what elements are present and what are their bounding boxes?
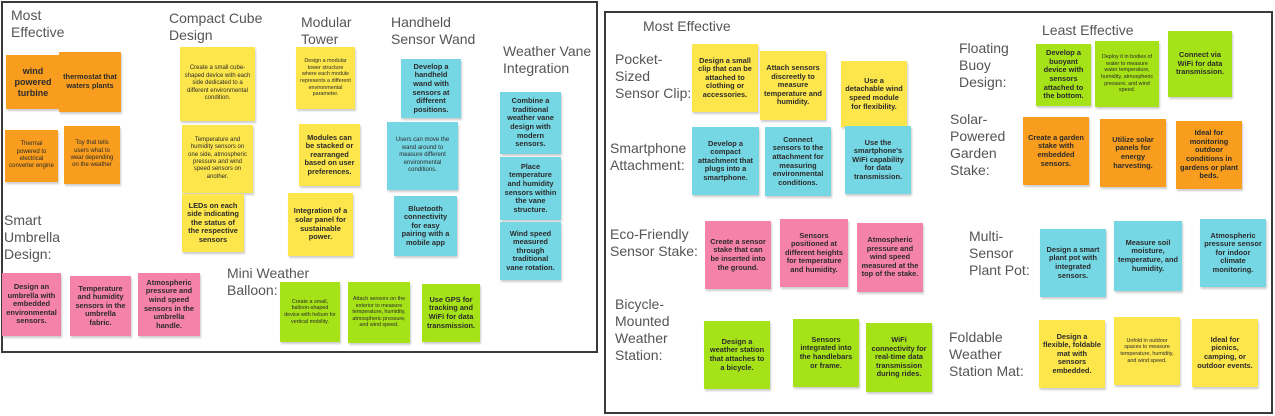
sticky-note-balloon-gps[interactable]: Use GPS for tracking and WiFi for data t… <box>422 284 480 342</box>
label-floating-buoy-design: Floating Buoy Design: <box>959 40 1009 90</box>
label-weather-vane-integration: Weather Vane Integration <box>503 43 592 76</box>
label-handheld-sensor-wand: Handheld Sensor Wand <box>391 14 476 47</box>
sticky-note-tower-solar[interactable]: Integration of a solar panel for sustain… <box>288 193 353 256</box>
sticky-note-pot-atmos[interactable]: Atmospheric pressure sensor for indoor c… <box>1200 219 1266 287</box>
sticky-note-stake-heights[interactable]: Sensors positioned at different heights … <box>780 219 848 287</box>
sticky-note-cube-device[interactable]: Create a small cube-shaped device with e… <box>180 47 255 121</box>
label-most-effective-left: Most Effective <box>11 7 65 40</box>
sticky-note-clip-attach[interactable]: Attach sensors discreetly to measure tem… <box>760 51 826 120</box>
sticky-note-bike-design[interactable]: Design a weather station that attaches t… <box>704 321 770 389</box>
sticky-note-wand-move[interactable]: Users can move the wand around to measur… <box>387 122 458 190</box>
sticky-note-pot-measure[interactable]: Measure soil moisture, temperature, and … <box>1114 221 1182 291</box>
label-multi-sensor-plant-pot: Multi- Sensor Plant Pot: <box>969 228 1030 278</box>
sticky-note-umbrella-atmos[interactable]: Atmospheric pressure and wind speed sens… <box>138 273 200 336</box>
sticky-note-buoy-connect[interactable]: Connect via WiFi for data transmission. <box>1168 31 1232 97</box>
sticky-note-clip-design[interactable]: Design a small clip that can be attached… <box>692 44 758 112</box>
sticky-note-weather-toy[interactable]: Toy that tells users what to wear depend… <box>64 126 120 184</box>
sticky-note-cube-leds[interactable]: LEDs on each side indicating the status … <box>182 194 244 252</box>
label-bicycle-weather-station: Bicycle- Mounted Weather Station: <box>615 296 670 363</box>
label-least-effective: Least Effective <box>1042 22 1134 38</box>
sticky-note-phone-connect[interactable]: Connect sensors to the attachment for me… <box>765 127 831 196</box>
sticky-note-mat-ideal[interactable]: Ideal for picnics, camping, or outdoor e… <box>1192 319 1258 387</box>
label-pocket-sensor-clip: Pocket- Sized Sensor Clip: <box>615 51 692 101</box>
sticky-note-wind-turbine[interactable]: wind powered turbine <box>6 55 60 109</box>
sticky-note-umbrella-temp[interactable]: Temperature and humidity sensors in the … <box>70 276 131 336</box>
label-most-effective-right: Most Effective <box>643 18 731 34</box>
sticky-note-vane-place[interactable]: Place temperature and humidity sensors w… <box>500 157 561 220</box>
sticky-note-mat-unfold[interactable]: Unfold in outdoor spaces to measure temp… <box>1114 317 1180 385</box>
sticky-note-balloon-create[interactable]: Create a small, balloon-shaped device wi… <box>280 282 340 342</box>
sticky-note-vane-wind[interactable]: Wind speed measured through traditional … <box>500 222 561 280</box>
sticky-note-solar-ideal[interactable]: Ideal for monitoring outdoor conditions … <box>1176 121 1242 189</box>
label-compact-cube-design: Compact Cube Design <box>169 10 263 43</box>
sticky-note-phone-develop[interactable]: Develop a compact attachment that plugs … <box>692 127 759 195</box>
label-mini-weather-balloon: Mini Weather Balloon: <box>227 265 310 298</box>
sticky-note-bike-wifi[interactable]: WiFi connectivity for real-time data tra… <box>866 323 932 392</box>
label-modular-tower: Modular Tower <box>301 14 352 47</box>
sticky-note-stake-create[interactable]: Create a sensor stake that can be insert… <box>705 221 771 289</box>
sticky-note-tower-design[interactable]: Design a modular tower structure where e… <box>296 47 355 109</box>
sticky-note-phone-wifi[interactable]: Use the smartphone's WiFi capability for… <box>845 126 911 194</box>
label-foldable-mat: Foldable Weather Station Mat: <box>949 329 1024 379</box>
sticky-note-solar-create[interactable]: Create a garden stake with embedded sens… <box>1023 117 1089 185</box>
sticky-note-vane-combine[interactable]: Combine a traditional weather vane desig… <box>500 92 561 154</box>
sticky-note-balloon-attach[interactable]: Attach sensors on the exterior to measur… <box>348 282 410 343</box>
sticky-note-cube-sensors[interactable]: Temperature and humidity sensors on one … <box>182 125 253 193</box>
sticky-note-wand-bluetooth[interactable]: Bluetooth connectivity for easy pairing … <box>394 196 457 256</box>
label-smart-umbrella-design: Smart Umbrella Design: <box>4 212 61 262</box>
sticky-note-solar-panels[interactable]: Utilize solar panels for energy harvesti… <box>1100 119 1166 187</box>
sticky-note-wand-develop[interactable]: Develop a handheld wand with sensors at … <box>401 59 461 118</box>
sticky-note-thermostat[interactable]: thermostat that waters plants <box>59 52 121 112</box>
sticky-note-bike-sensors[interactable]: Sensors integrated into the handlebars o… <box>793 319 859 387</box>
sticky-note-buoy-develop[interactable]: Develop a buoyant device with sensors at… <box>1036 44 1091 106</box>
label-eco-friendly-sensor-stake: Eco-Friendly Sensor Stake: <box>610 226 698 259</box>
sticky-note-mat-design[interactable]: Design a flexible, foldable mat with sen… <box>1039 320 1105 388</box>
sticky-note-tower-modules[interactable]: Modules can be stacked or rearranged bas… <box>299 124 360 186</box>
sticky-note-buoy-deploy[interactable]: Deploy it in bodies of water to measure … <box>1095 41 1159 107</box>
sticky-note-thermal-engine[interactable]: Thermal powered to electrical converter … <box>5 130 58 182</box>
sticky-note-umbrella-design[interactable]: Design an umbrella with embedded environ… <box>2 273 61 336</box>
label-solar-garden-stake: Solar- Powered Garden Stake: <box>950 111 1006 178</box>
sticky-note-clip-detachable[interactable]: Use a detachable wind speed module for f… <box>841 61 907 127</box>
label-smartphone-attachment: Smartphone Attachment: <box>610 140 687 173</box>
sticky-note-stake-atmos[interactable]: Atmospheric pressure and wind speed meas… <box>857 223 923 292</box>
sticky-note-pot-design[interactable]: Design a smart plant pot with integrated… <box>1040 229 1106 297</box>
